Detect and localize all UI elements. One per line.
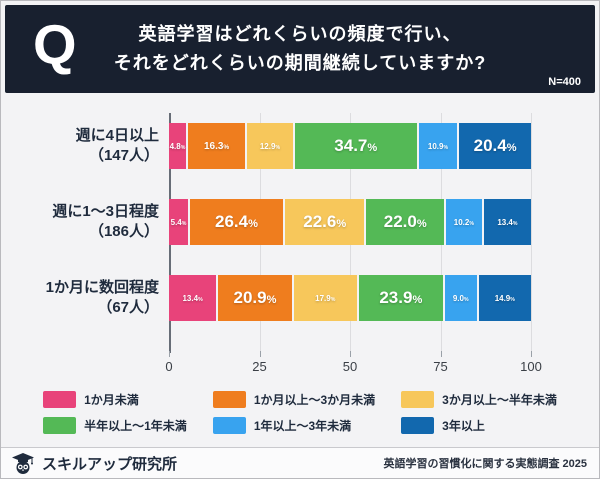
legend-swatch: [43, 417, 77, 434]
bar-segment: 13.4%: [169, 275, 217, 321]
legend-item: 半年以上〜1年未満: [43, 417, 187, 434]
axis-tick-label: 25: [252, 359, 267, 374]
legend-label: 3か月以上〜半年未満: [442, 393, 557, 407]
legend-label: 半年以上〜1年未満: [84, 419, 187, 433]
bar-segment: 14.9%: [478, 275, 532, 321]
bar-row: 週に1〜3日程度 （186人） 5.4% 26.4% 22.6% 22.0% 10.2% 13…: [5, 199, 531, 245]
survey-source: 英語学習の習慣化に関する実態調査 2025: [383, 458, 587, 470]
brand-name: スキルアップ研究所: [42, 455, 178, 473]
question-title: 英語学習はどれくらいの頻度で行い、 それをどれくらいの期間継続していますか?: [114, 20, 486, 78]
bar-track: 13.4% 20.9% 17.9% 23.9% 9.0% 14.9%: [169, 275, 532, 321]
axis-tick: [350, 351, 351, 357]
bar-segment: 10.2%: [445, 199, 482, 245]
bar-segment: 20.9%: [218, 275, 292, 321]
bar-segment: 23.9%: [358, 275, 443, 321]
bar-segment: 10.9%: [418, 123, 458, 169]
legend: 1か月未満 1か月以上〜3か月未満 3か月以上〜半年未満半年以上〜1年未満 1年以上〜…: [5, 391, 595, 434]
gridline-100: [531, 113, 532, 353]
legend-swatch: [401, 391, 435, 408]
legend-label: 1か月以上〜3か月未満: [253, 393, 376, 407]
legend-item: 1か月以上〜3か月未満: [212, 391, 376, 408]
question-header: Q 英語学習はどれくらいの頻度で行い、 それをどれくらいの期間継続していますか?…: [5, 5, 595, 93]
bar-segment: 9.0%: [444, 275, 477, 321]
legend-swatch: [212, 417, 246, 434]
legend-item: 3年以上: [401, 417, 485, 434]
axis-tick-label: 75: [433, 359, 448, 374]
legend-swatch: [43, 391, 77, 408]
axis-tick: [259, 351, 261, 357]
category-label: 1か月に数回程度 （67人）: [45, 278, 159, 316]
sample-size-label: N=400: [548, 76, 581, 88]
bar-segment: 20.4%: [459, 123, 531, 169]
bar-rows: 週に4日以上 （147人） 4.8% 16.3% 12.9% 34.7% 10.9% 20.4…: [5, 123, 595, 321]
bar-segment: 26.4%: [190, 199, 283, 245]
bar-segment: 22.0%: [366, 199, 444, 245]
bar-segment: 4.8%: [169, 123, 186, 169]
bar-segment: 12.9%: [247, 123, 293, 169]
bar-segment: 13.4%: [483, 199, 531, 245]
legend-swatch: [212, 391, 246, 408]
question-title-line1: 英語学習はどれくらいの頻度で行い、: [138, 24, 462, 45]
bar-segment: 16.3%: [187, 123, 246, 169]
legend-item: 1か月未満: [43, 391, 139, 408]
owl-graduate-logo-icon: [12, 453, 34, 474]
axis-tick-label: 100: [520, 359, 542, 374]
bar-row: 1か月に数回程度 （67人） 13.4% 20.9% 17.9% 23.9% 9.0% 14.…: [5, 275, 532, 321]
bar-segment: 17.9%: [293, 275, 357, 321]
x-axis: 0 25 50 75 100: [165, 351, 542, 379]
axis-tick: [169, 351, 170, 357]
brand: スキルアップ研究所: [11, 451, 177, 475]
question-title-line2: それをどれくらいの期間継続していますか?: [113, 53, 487, 73]
legend-item: 3か月以上〜半年未満: [401, 391, 557, 408]
legend-swatch: [401, 417, 435, 434]
bar-track: 4.8% 16.3% 12.9% 34.7% 10.9% 20.4%: [169, 123, 531, 169]
stacked-bar-chart: 週に4日以上 （147人） 4.8% 16.3% 12.9% 34.7% 10.9% 20.4…: [5, 93, 595, 379]
axis-tick-label: 0: [165, 359, 173, 374]
legend-item: 1年以上〜3年未満: [212, 417, 352, 434]
bar-segment: 5.4%: [169, 199, 189, 245]
bar-track: 5.4% 26.4% 22.6% 22.0% 10.2% 13.4%: [169, 199, 531, 245]
footer: スキルアップ研究所 英語学習の習慣化に関する実態調査 2025: [1, 447, 599, 478]
axis-tick: [440, 351, 442, 357]
bar-segment: 34.7%: [294, 123, 417, 169]
axis-tick-label: 50: [342, 359, 358, 374]
category-label: 週に4日以上 （147人）: [75, 126, 159, 164]
bar-segment: 22.6%: [284, 199, 365, 245]
legend-label: 3年以上: [442, 419, 485, 433]
category-label: 週に1〜3日程度 （186人）: [52, 202, 159, 240]
axis-tick: [531, 351, 532, 357]
q-mark-icon: Q: [33, 12, 77, 76]
legend-label: 1年以上〜3年未満: [253, 419, 352, 433]
bar-row: 週に4日以上 （147人） 4.8% 16.3% 12.9% 34.7% 10.9% 20.4…: [5, 123, 531, 169]
legend-label: 1か月未満: [84, 393, 139, 407]
